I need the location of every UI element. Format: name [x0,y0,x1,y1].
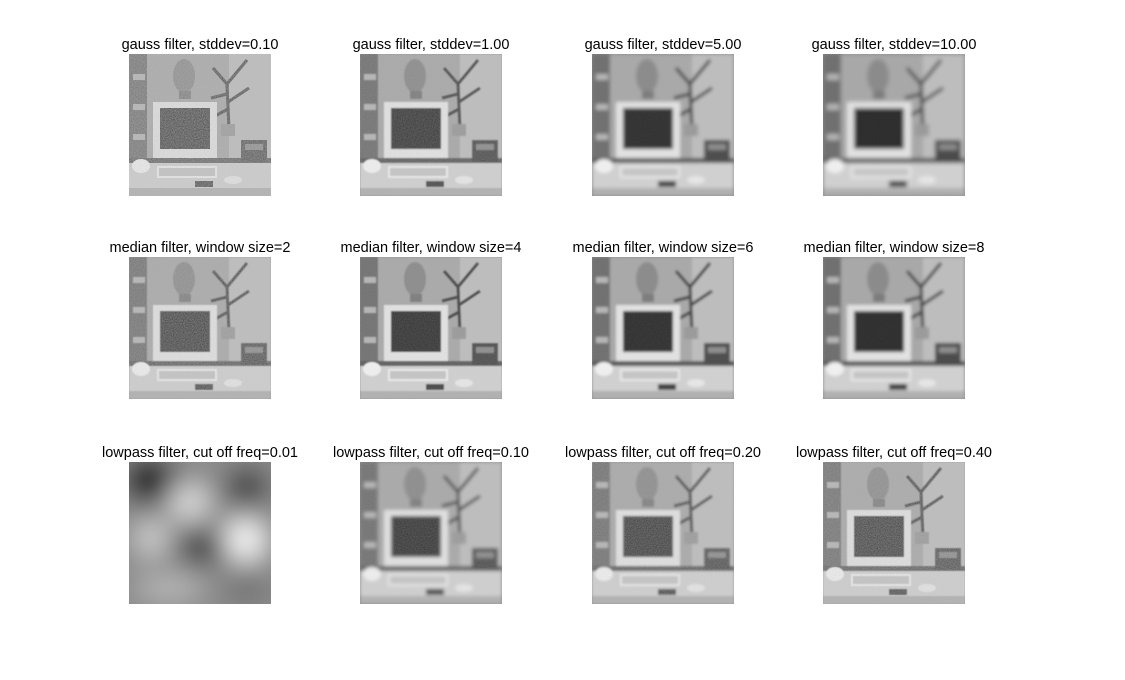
panel-title: median filter, window size=2 [109,240,291,256]
image-render [360,462,502,604]
image-render [129,462,271,604]
panel-title: lowpass filter, cut off freq=0.01 [102,445,298,461]
filtered-image [360,462,502,604]
panel-title: gauss filter, stddev=1.00 [352,37,510,53]
image-render [129,257,271,399]
panel-gauss-2: gauss filter, stddev=1.00 [326,36,536,196]
image-render [823,54,965,196]
image-render [360,54,502,196]
filtered-image [823,257,965,399]
panel-title: lowpass filter, cut off freq=0.40 [796,445,992,461]
panel-lowpass-3: lowpass filter, cut off freq=0.20 [558,444,768,604]
filtered-image [129,257,271,399]
filtered-image [823,462,965,604]
panel-title: gauss filter, stddev=5.00 [584,37,742,53]
panel-median-1: median filter, window size=2 [95,239,305,399]
image-render [592,257,734,399]
filtered-image [592,54,734,196]
panel-lowpass-2: lowpass filter, cut off freq=0.10 [326,444,536,604]
panel-title: gauss filter, stddev=0.10 [121,37,279,53]
filtered-image [823,54,965,196]
filtered-image [129,54,271,196]
image-render [823,257,965,399]
panel-gauss-4: gauss filter, stddev=10.00 [789,36,999,196]
panel-title: lowpass filter, cut off freq=0.20 [565,445,761,461]
panel-median-3: median filter, window size=6 [558,239,768,399]
panel-title: median filter, window size=4 [340,240,522,256]
filtered-image [592,257,734,399]
panel-lowpass-4: lowpass filter, cut off freq=0.40 [789,444,999,604]
panel-title: lowpass filter, cut off freq=0.10 [333,445,529,461]
panel-median-4: median filter, window size=8 [789,239,999,399]
filtered-image [360,257,502,399]
panel-gauss-1: gauss filter, stddev=0.10 [95,36,305,196]
panel-title: median filter, window size=8 [803,240,985,256]
panel-median-2: median filter, window size=4 [326,239,536,399]
panel-lowpass-1: lowpass filter, cut off freq=0.01 [95,444,305,604]
image-render [592,54,734,196]
filtered-image [360,54,502,196]
image-render [360,257,502,399]
panel-title: gauss filter, stddev=10.00 [811,37,977,53]
panel-gauss-3: gauss filter, stddev=5.00 [558,36,768,196]
image-render [129,54,271,196]
image-render [592,462,734,604]
panel-title: median filter, window size=6 [572,240,754,256]
filtered-image [592,462,734,604]
image-render [823,462,965,604]
filtered-image [129,462,271,604]
